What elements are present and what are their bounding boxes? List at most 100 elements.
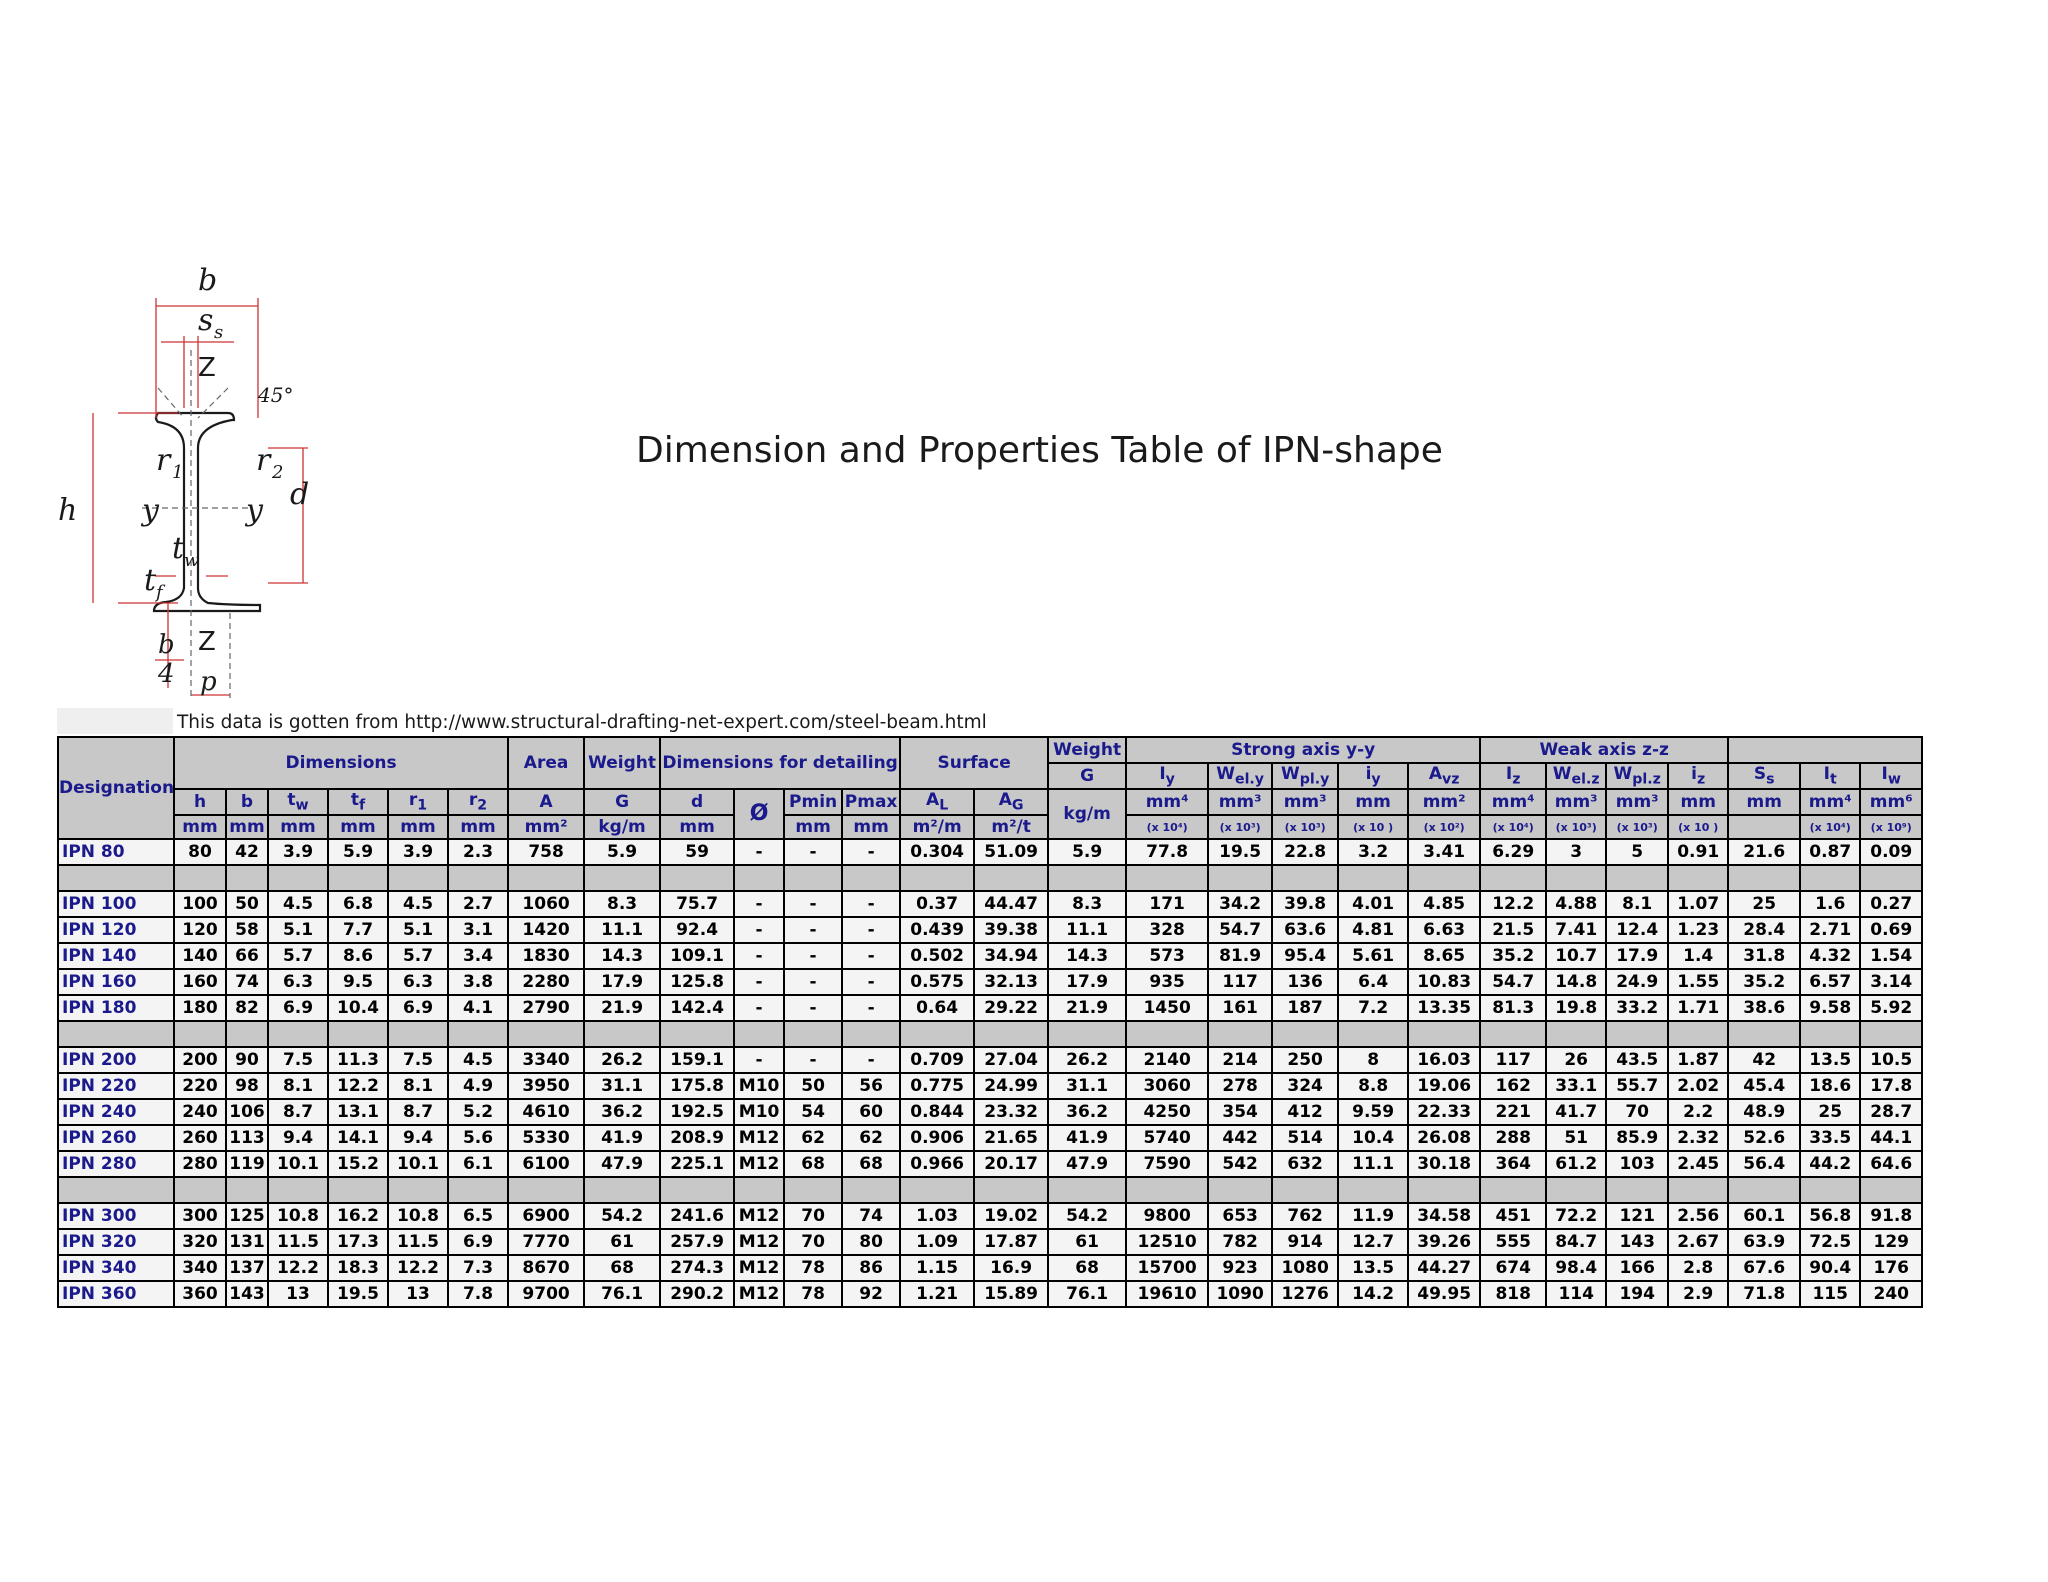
table-cell: 0.304 (899, 838, 976, 866)
table-cell: 2.3 (446, 838, 510, 866)
table-cell: 6.4 (1337, 968, 1410, 996)
table-cell: 113 (225, 1124, 269, 1152)
sym-iy-radius: iy (1337, 762, 1410, 790)
table-cell: 7770 (507, 1228, 586, 1256)
table-cell: 28.4 (1727, 916, 1802, 944)
table-cell: 117 (1479, 1046, 1548, 1074)
table-cell: 38.6 (1727, 994, 1802, 1022)
spacer-cell (507, 1020, 586, 1048)
table-cell: 13.5 (1337, 1254, 1410, 1282)
header-dimensions: Dimensions (172, 736, 510, 790)
table-cell: - (841, 890, 902, 918)
spacer-cell (583, 864, 662, 892)
spacer-cell (583, 1176, 662, 1204)
spacer-cell (899, 1176, 976, 1204)
table-cell: 7.3 (446, 1254, 510, 1282)
table-cell: 166 (1605, 1254, 1670, 1282)
table-row: IPN 180 180 82 6.9 10.4 6.9 4.1 2790 21.9 142.4- -… (57, 994, 1924, 1022)
sym-iz: Iz (1479, 762, 1548, 790)
table-cell: 44.2 (1799, 1150, 1862, 1178)
table-row: IPN 340 340 137 12.2 18.3 12.2 7.3 8670 68 274.3 M… (57, 1254, 1924, 1282)
header-row-symbols: h b tw tf r1 r2 A G d Ø Pmin Pmax AL AG … (58, 788, 1924, 840)
label-y-left: y (140, 493, 160, 528)
table-row: IPN 220 220 98 8.1 12.2 8.1 4.9 3950 31.1 175.8 M1… (57, 1072, 1924, 1100)
mult-iw: (x 10⁹) (1859, 814, 1924, 840)
spacer-cell (225, 1020, 269, 1048)
table-row: IPN 260 260 113 9.4 14.1 9.4 5.6 5330 41.9 208.9 M… (57, 1124, 1924, 1152)
table-cell: 82 (225, 994, 269, 1022)
table-cell: 3.9 (387, 838, 449, 866)
table-cell: 288 (1479, 1124, 1548, 1152)
sym-r1: r1 (387, 788, 449, 816)
beam-outline (152, 411, 262, 613)
cell-designation: IPN 300 (57, 1202, 175, 1230)
table-cell: 24.99 (973, 1072, 1050, 1100)
spacer-cell (1207, 1176, 1274, 1204)
table-cell: 51 (1545, 1124, 1608, 1152)
table-cell: 442 (1207, 1124, 1274, 1152)
table-cell: M12 (733, 1280, 786, 1308)
table-cell: 542 (1207, 1150, 1274, 1178)
table-cell: 8.6 (327, 942, 389, 970)
table-cell: 2140 (1125, 1046, 1210, 1074)
table-cell: 2.71 (1799, 916, 1862, 944)
label-r2: r (256, 443, 272, 478)
table-cell: 1830 (507, 942, 586, 970)
table-cell: 11.5 (387, 1228, 449, 1256)
table-cell: 4.32 (1799, 942, 1862, 970)
spacer-cell (1859, 864, 1924, 892)
table-cell: 13.35 (1407, 994, 1482, 1022)
mult-iy: (x 10⁴) (1125, 814, 1210, 840)
table-cell: 3.41 (1407, 838, 1482, 866)
table-cell: 15.2 (327, 1150, 389, 1178)
table-cell: 43.5 (1605, 1046, 1670, 1074)
table-cell: 5.2 (446, 1098, 510, 1126)
table-cell: 0.966 (899, 1150, 976, 1178)
label-angle: 45° (257, 383, 293, 407)
table-row: IPN 120 120 58 5.1 7.7 5.1 3.1 1420 11.1 92.4- - -0… (57, 916, 1924, 944)
spacer-cell (1271, 1020, 1340, 1048)
table-cell: 41.9 (1047, 1124, 1128, 1152)
table-cell: 192.5 (659, 1098, 736, 1126)
table-cell: 52.6 (1727, 1124, 1802, 1152)
table-cell: 61 (1047, 1228, 1128, 1256)
cell-designation: IPN 200 (57, 1046, 175, 1074)
unit-ss: mm (1727, 788, 1802, 816)
sym-g: G (583, 788, 662, 816)
table-cell: 91.8 (1859, 1202, 1924, 1230)
label-p: p (200, 667, 217, 697)
table-cell: 8.8 (1337, 1072, 1410, 1100)
label-r1-sub: 1 (172, 462, 183, 483)
table-cell: 11.1 (1337, 1150, 1410, 1178)
spacer-cell (973, 1176, 1050, 1204)
spacer-cell (1545, 1020, 1608, 1048)
table-cell: 0.502 (899, 942, 976, 970)
table-row: IPN 280 280 119 10.1 15.2 10.1 6.1 6100 47.9 225.… (57, 1150, 1924, 1178)
sym-a: A (507, 788, 586, 816)
table-cell: 1.15 (899, 1254, 976, 1282)
table-cell: 5740 (1125, 1124, 1210, 1152)
table-cell: 161 (1207, 994, 1274, 1022)
spacer-cell (1545, 1176, 1608, 1204)
cell-designation: IPN 360 (57, 1280, 175, 1308)
table-cell: 136 (1271, 968, 1340, 996)
cell-designation: IPN 180 (57, 994, 175, 1022)
table-cell: 63.9 (1727, 1228, 1802, 1256)
table-cell: 1450 (1125, 994, 1210, 1022)
table-cell: 6.29 (1479, 838, 1548, 866)
table-cell: 4.85 (1407, 890, 1482, 918)
unit-r1: mm (387, 814, 449, 840)
table-cell: 653 (1207, 1202, 1274, 1230)
table-cell: 3.8 (446, 968, 510, 996)
sym-diameter: Ø (733, 788, 786, 840)
table-cell: 4.01 (1337, 890, 1410, 918)
spacer-cell (973, 1020, 1050, 1048)
spacer-cell (1125, 1020, 1210, 1048)
table-cell: 39.38 (973, 916, 1050, 944)
spacer-cell (225, 1176, 269, 1204)
table-cell: 21.9 (1047, 994, 1128, 1022)
spacer-cell (783, 864, 844, 892)
table-cell: 1.03 (899, 1202, 976, 1230)
cell-designation: IPN 280 (57, 1150, 175, 1178)
sym-wply: Wpl.y (1271, 762, 1340, 790)
